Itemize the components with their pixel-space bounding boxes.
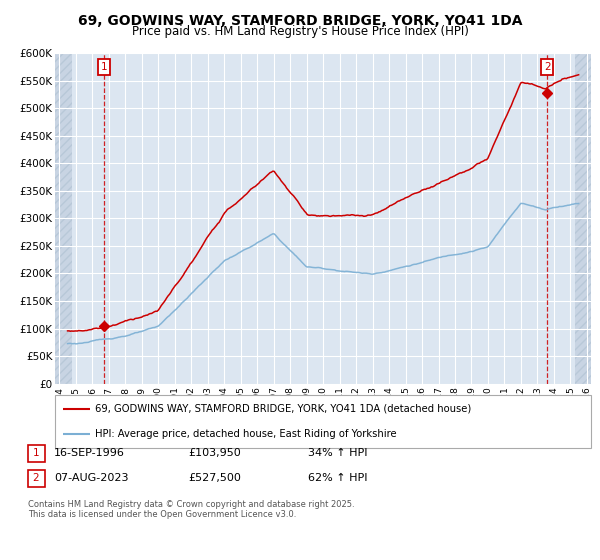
Text: 62% ↑ HPI: 62% ↑ HPI	[308, 473, 367, 483]
Bar	[575, 53, 591, 384]
Text: £527,500: £527,500	[188, 473, 241, 483]
Text: Contains HM Land Registry data © Crown copyright and database right 2025.
This d: Contains HM Land Registry data © Crown c…	[28, 500, 355, 520]
Text: 1: 1	[101, 62, 107, 72]
Text: 2: 2	[32, 473, 40, 483]
Text: HPI: Average price, detached house, East Riding of Yorkshire: HPI: Average price, detached house, East…	[95, 429, 397, 439]
FancyBboxPatch shape	[55, 395, 591, 448]
FancyBboxPatch shape	[28, 469, 44, 487]
Text: 69, GODWINS WAY, STAMFORD BRIDGE, YORK, YO41 1DA: 69, GODWINS WAY, STAMFORD BRIDGE, YORK, …	[78, 14, 522, 28]
Text: £103,950: £103,950	[188, 448, 241, 458]
Text: 69, GODWINS WAY, STAMFORD BRIDGE, YORK, YO41 1DA (detached house): 69, GODWINS WAY, STAMFORD BRIDGE, YORK, …	[95, 404, 472, 414]
Text: 07-AUG-2023: 07-AUG-2023	[54, 473, 128, 483]
Text: 1: 1	[32, 448, 40, 458]
Bar	[55, 53, 71, 384]
Text: 2: 2	[544, 62, 550, 72]
Text: Price paid vs. HM Land Registry's House Price Index (HPI): Price paid vs. HM Land Registry's House …	[131, 25, 469, 38]
FancyBboxPatch shape	[28, 445, 44, 461]
Text: 16-SEP-1996: 16-SEP-1996	[54, 448, 125, 458]
Text: 34% ↑ HPI: 34% ↑ HPI	[308, 448, 367, 458]
